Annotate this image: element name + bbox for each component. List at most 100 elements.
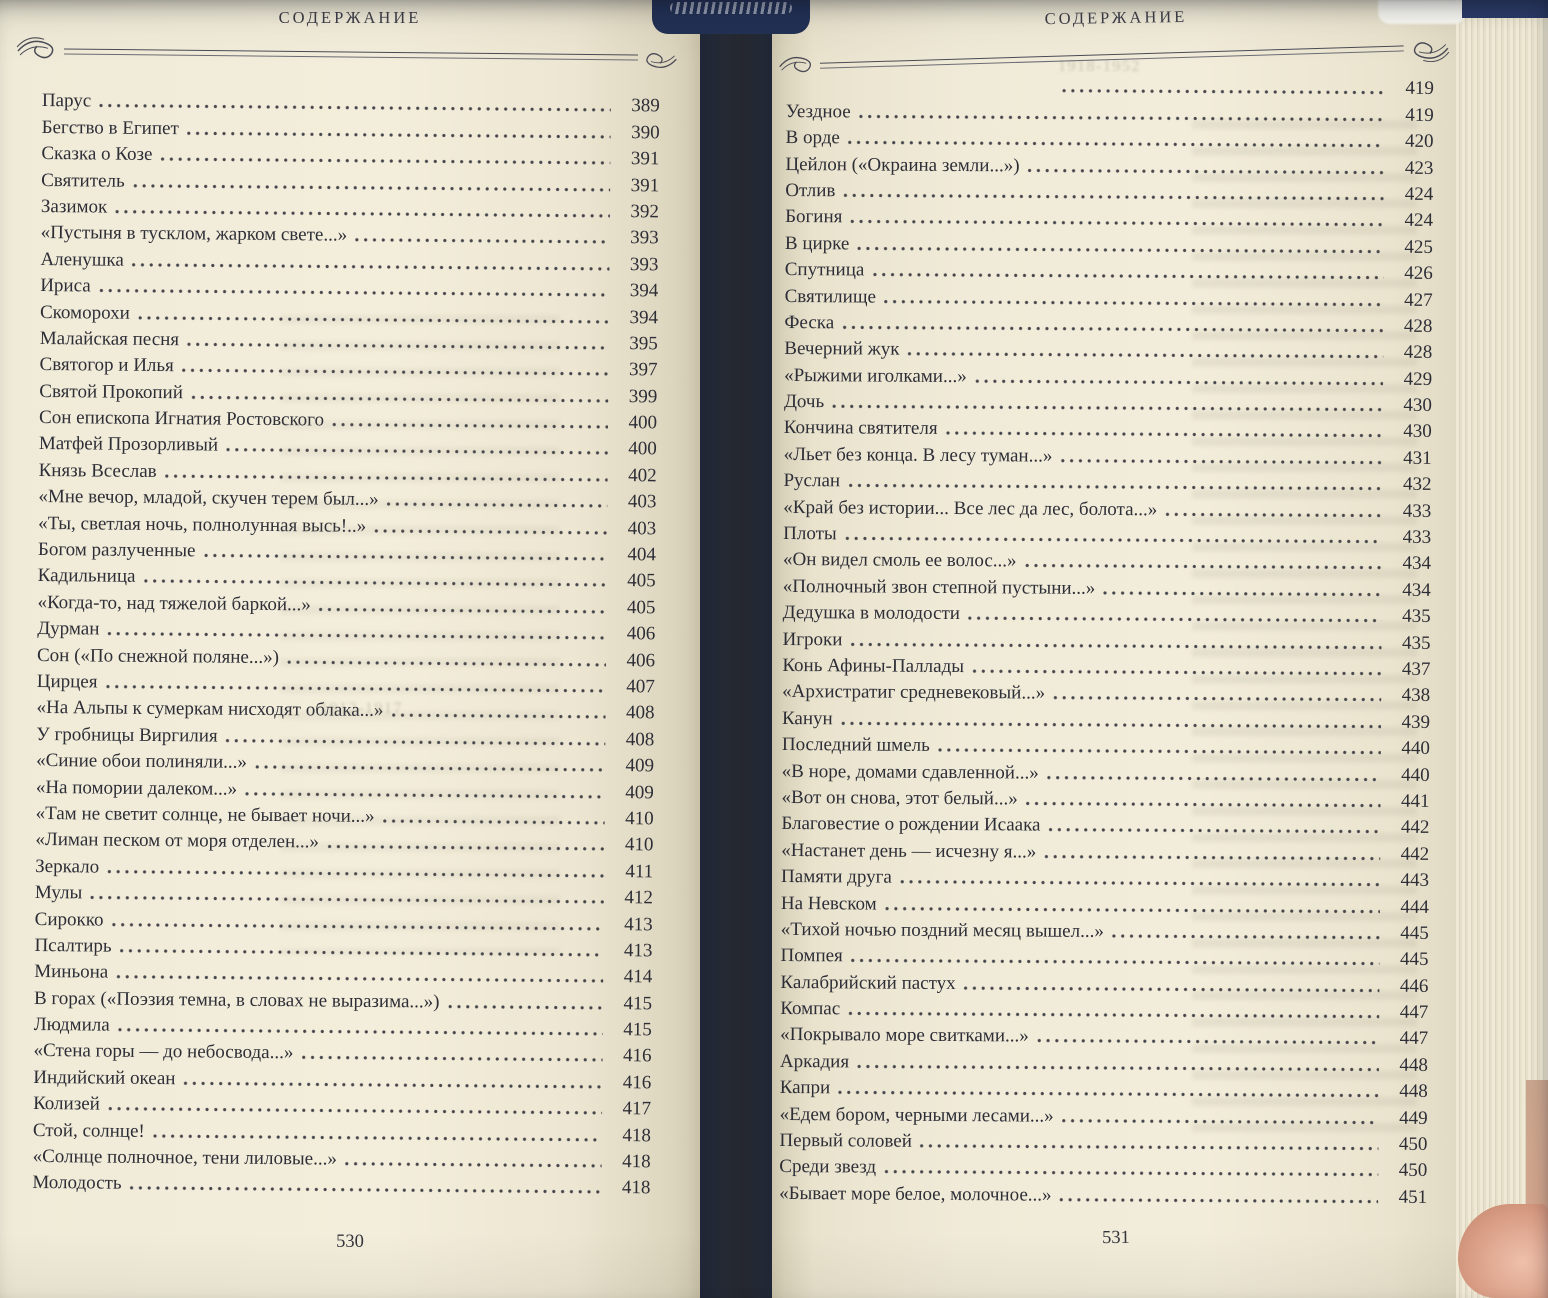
toc-page-number: 394 (629, 306, 659, 328)
toc-page-number: 428 (1403, 315, 1433, 337)
toc-page-number: 440 (1401, 764, 1430, 786)
dot-leader (119, 946, 604, 959)
dot-leader (974, 376, 1384, 388)
toc-entries-right: 419 Уездное 419 В орде 420 Цейлон («Окраина з… (779, 70, 1434, 1209)
toc-entries-left: Парус 389 Бегство в Египет 390 Сказка о Козе… (32, 86, 660, 1200)
toc-entry: Бегство в Египет 390 (42, 112, 660, 144)
toc-entry: «Пустыня в тусклом, жарком свете...» 393 (41, 218, 659, 250)
dot-leader (391, 711, 606, 722)
toc-title: Псалтирь (34, 934, 112, 957)
toc-page-number: 439 (1401, 711, 1431, 733)
toc-page-number: 406 (626, 649, 656, 671)
toc-page-number: 410 (624, 834, 654, 856)
dot-leader (840, 719, 1382, 731)
toc-title: Стой, солнце! (32, 1119, 145, 1142)
dot-leader (190, 392, 609, 405)
toc-title: «Рыжими иголками...» (784, 364, 967, 387)
toc-entry: Первый соловей 450 (779, 1126, 1427, 1156)
dot-leader (186, 129, 611, 141)
toc-page-number: 433 (1402, 526, 1432, 548)
toc-title: Канун (781, 707, 833, 730)
dot-leader (244, 789, 605, 801)
dot-leader (884, 1168, 1379, 1180)
dot-leader (1044, 852, 1381, 863)
toc-entry: «Стена горы — до небосвода...» 416 (33, 1036, 651, 1068)
toc-page-number: 393 (629, 253, 659, 276)
toc-page-number: 449 (1399, 1107, 1428, 1129)
toc-entry: У гробницы Виргилия 408 (36, 719, 654, 751)
toc-entry: В горах («Поэзия темна, в словах не выра… (34, 983, 652, 1015)
toc-title: Дочь (783, 391, 825, 413)
toc-page-number: 395 (629, 333, 658, 355)
toc-page-number: 392 (630, 201, 660, 223)
toc-title: Мулы (34, 882, 83, 904)
toc-title: Капри (779, 1077, 831, 1099)
dot-leader (850, 217, 1385, 229)
toc-page-number: 413 (624, 913, 653, 935)
toc-page-number: 432 (1402, 474, 1432, 496)
toc-title: Молодость (32, 1172, 122, 1195)
dot-leader (963, 983, 1380, 995)
rule-line (819, 45, 1404, 69)
toc-entry: «Солнце полночное, тени лиловые...» 418 (33, 1142, 651, 1174)
toc-title: Аленушка (40, 248, 124, 271)
dot-leader (107, 629, 607, 643)
toc-page-number: 389 (631, 95, 660, 117)
toc-title: Дурман (37, 618, 100, 640)
toc-entry: «Синие обои полиняли...» 409 (36, 746, 654, 778)
toc-title: Дедушка в молодости (782, 602, 961, 625)
toc-page-number: 411 (625, 860, 654, 883)
ornament-rule (778, 32, 1451, 82)
folio-left: 530 (336, 1232, 364, 1252)
dot-leader (848, 1009, 1380, 1021)
toc-page-number: 420 (1405, 130, 1434, 153)
dot-leader (344, 1159, 602, 1170)
dot-leader (318, 605, 607, 616)
toc-page-number: 406 (626, 623, 656, 645)
toc-title: Памяти друга (781, 866, 892, 888)
toc-title: «Настанет день — исчезну я...» (781, 839, 1037, 863)
dot-leader (1048, 825, 1381, 836)
toc-entry: Вечерний жук 428 (784, 334, 1432, 364)
dot-leader (1165, 509, 1383, 520)
toc-entry: Уездное 419 (786, 96, 1434, 126)
toc-entry: Стой, солнце! 418 (33, 1115, 651, 1147)
toc-title: «Вот он снова, этот белый...» (781, 786, 1018, 810)
toc-title: «Стена горы — до небосвода...» (33, 1040, 294, 1064)
toc-entry: В орде 420 (786, 123, 1434, 153)
toc-entry: «Ты, светлая ночь, полнолунная высь!..» 4… (38, 508, 656, 540)
toc-title: «Синие обои полиняли...» (36, 750, 248, 773)
toc-title: «Полночный звон степной пустыни...» (782, 575, 1096, 599)
toc-title: У гробницы Виргилия (36, 723, 218, 747)
toc-page-number: 423 (1404, 157, 1434, 179)
toc-entry: «На помории далеком...» 409 (36, 772, 654, 804)
toc-entry: Кадильница 405 (38, 561, 656, 593)
dot-leader (843, 191, 1385, 203)
dot-leader (919, 1141, 1379, 1153)
toc-title: Святой Прокопий (39, 380, 184, 403)
right-page: СОДЕРЖАНИЕ (772, 0, 1460, 1298)
toc-page-number: 419 (1405, 104, 1434, 126)
dot-leader (1036, 1037, 1380, 1048)
dot-leader (1061, 87, 1385, 98)
dot-leader (105, 682, 606, 695)
dot-leader (226, 446, 608, 458)
dot-leader (131, 260, 610, 273)
toc-page-number: 413 (623, 940, 653, 962)
dot-leader (254, 763, 606, 775)
toc-entry: 419 (786, 70, 1434, 100)
toc-title: «На помории далеком...» (35, 776, 238, 800)
dot-leader (858, 112, 1385, 124)
toc-page-number: 407 (626, 676, 655, 698)
dot-leader (1061, 1116, 1379, 1127)
dot-leader (374, 526, 608, 537)
toc-entry: Индийский океан 416 (33, 1062, 651, 1094)
toc-page-number: 433 (1402, 500, 1432, 522)
toc-page-number: 437 (1401, 658, 1431, 680)
toc-entry: Дочь 430 (784, 387, 1432, 417)
toc-entry: Капри 448 (780, 1073, 1428, 1103)
toc-title: Бегство в Египет (41, 116, 179, 139)
toc-title: Последний шмель (781, 734, 930, 757)
toc-entry: Святогор и Илья 397 (39, 350, 657, 382)
dot-leader (301, 1053, 603, 1065)
